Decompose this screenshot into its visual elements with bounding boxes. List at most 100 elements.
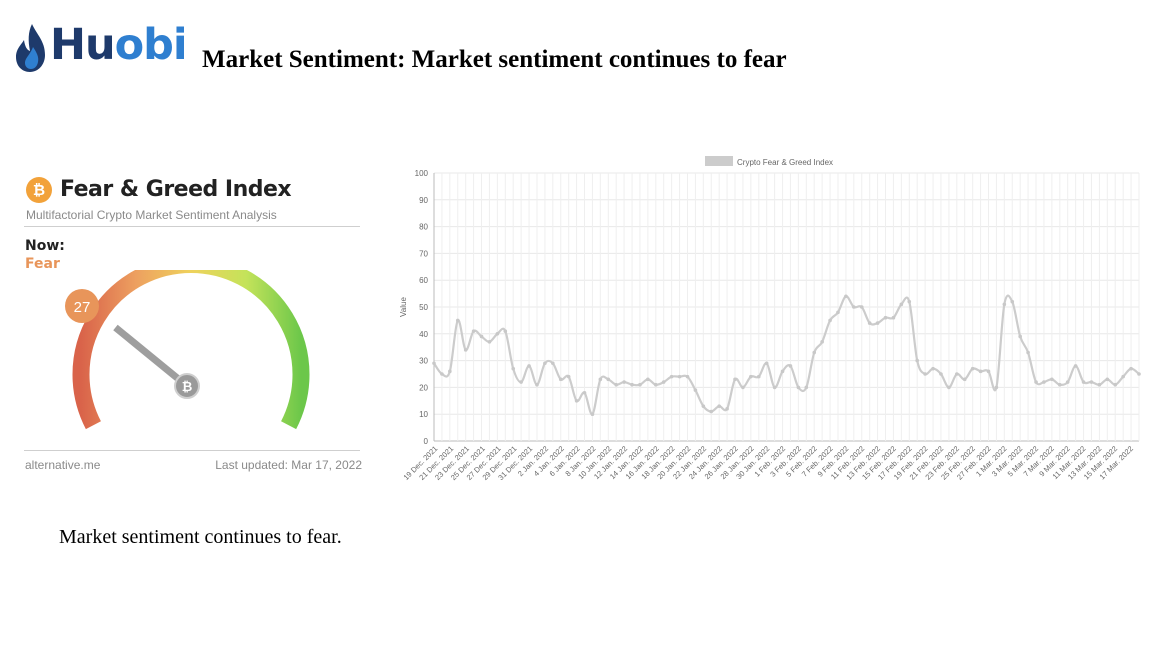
- data-point: [432, 361, 436, 366]
- data-point: [812, 350, 817, 355]
- data-point: [1113, 382, 1118, 387]
- bitcoin-icon: ₿: [26, 177, 52, 203]
- data-point: [535, 382, 539, 387]
- data-point: [1065, 380, 1070, 384]
- data-point: [1002, 302, 1007, 307]
- data-point: [1026, 350, 1030, 355]
- data-point: [598, 377, 603, 382]
- data-point: [820, 340, 824, 344]
- legend-label: Crypto Fear & Greed Index: [737, 158, 833, 167]
- data-point: [503, 329, 508, 333]
- data-point: [725, 407, 729, 411]
- data-point: [653, 382, 658, 387]
- huobi-logo: Huobi: [14, 20, 188, 76]
- data-point: [677, 374, 682, 379]
- data-point: [582, 390, 587, 395]
- data-point: [780, 369, 785, 374]
- y-tick-label: 30: [419, 357, 428, 366]
- data-point: [1010, 299, 1015, 304]
- data-point: [883, 315, 888, 320]
- data-point: [994, 385, 999, 390]
- data-point: [646, 377, 650, 382]
- data-point: [606, 377, 611, 382]
- score-badge: [65, 289, 99, 323]
- data-point: [1121, 374, 1125, 379]
- data-point: [891, 315, 896, 320]
- data-point: [852, 305, 856, 309]
- y-tick-label: 10: [419, 410, 428, 419]
- data-point: [859, 305, 864, 309]
- fear-greed-card: ₿ Fear & Greed Index Multifactorial Cryp…: [24, 170, 364, 480]
- data-point: [455, 318, 460, 323]
- logo-wordmark: Huobi: [50, 20, 188, 70]
- data-point: [669, 374, 674, 379]
- data-point: [1018, 334, 1022, 339]
- divider: [24, 450, 360, 451]
- last-updated: Last updated: Mar 17, 2022: [215, 458, 362, 472]
- data-point: [487, 340, 492, 344]
- gauge-hub: [174, 373, 200, 399]
- data-point: [551, 361, 555, 366]
- data-point: [638, 382, 642, 387]
- data-point: [915, 358, 920, 363]
- gauge-arc: [72, 270, 310, 430]
- y-tick-label: 20: [419, 383, 428, 392]
- data-point: [1097, 382, 1102, 387]
- data-point: [440, 372, 444, 376]
- gauge-hub-bitcoin-icon: ₿: [182, 380, 193, 395]
- data-point: [479, 334, 484, 339]
- divider: [24, 226, 360, 227]
- data-point: [828, 318, 832, 323]
- data-point: [923, 372, 927, 376]
- source-site: alternative.me: [25, 458, 101, 472]
- gauge-needle: [113, 324, 190, 389]
- data-point: [511, 366, 516, 371]
- data-point: [986, 369, 991, 374]
- legend-swatch: [705, 156, 733, 166]
- y-tick-label: 90: [419, 196, 428, 205]
- y-tick-label: 60: [419, 276, 428, 285]
- data-point: [741, 385, 745, 390]
- data-point: [749, 374, 753, 379]
- data-point: [630, 382, 634, 387]
- fear-greed-title: Fear & Greed Index: [60, 177, 292, 202]
- y-tick-label: 0: [424, 437, 429, 446]
- data-point: [709, 409, 714, 414]
- data-point: [1050, 377, 1054, 382]
- data-point: [614, 382, 618, 387]
- data-point: [693, 388, 698, 392]
- data-point: [931, 366, 935, 371]
- gauge-needle-bar: [113, 324, 190, 389]
- data-point: [875, 321, 880, 325]
- data-point: [1073, 364, 1078, 368]
- data-point: [448, 369, 452, 374]
- slide-title: Market Sentiment: Market sentiment conti…: [202, 46, 787, 73]
- data-point: [495, 332, 500, 336]
- data-point: [939, 372, 943, 376]
- y-tick-label: 100: [415, 169, 429, 178]
- data-point: [844, 294, 848, 299]
- y-tick-label: 70: [419, 249, 428, 258]
- data-point: [1057, 382, 1062, 387]
- data-point: [471, 329, 476, 333]
- y-tick-label: 50: [419, 303, 428, 312]
- flame-icon: [16, 24, 45, 72]
- data-point: [685, 374, 690, 379]
- data-point: [756, 374, 761, 379]
- now-value: Fear: [25, 256, 60, 272]
- data-point: [796, 385, 801, 390]
- sentiment-gauge: ₿ 27: [65, 270, 310, 430]
- fear-greed-subtitle: Multifactorial Crypto Market Sentiment A…: [26, 208, 277, 222]
- data-point: [519, 380, 523, 384]
- data-point: [1137, 372, 1141, 376]
- fear-greed-line-chart: Crypto Fear & Greed Index Value 0 10 20 30 4…: [399, 156, 1141, 482]
- data-point: [947, 385, 951, 390]
- data-point: [955, 372, 959, 376]
- data-point: [661, 380, 666, 384]
- data-point: [558, 377, 563, 382]
- now-label: Now:: [25, 238, 65, 254]
- y-axis-label: Value: [399, 297, 408, 317]
- data-point: [1034, 380, 1038, 384]
- data-point: [622, 380, 626, 384]
- data-point: [772, 385, 777, 390]
